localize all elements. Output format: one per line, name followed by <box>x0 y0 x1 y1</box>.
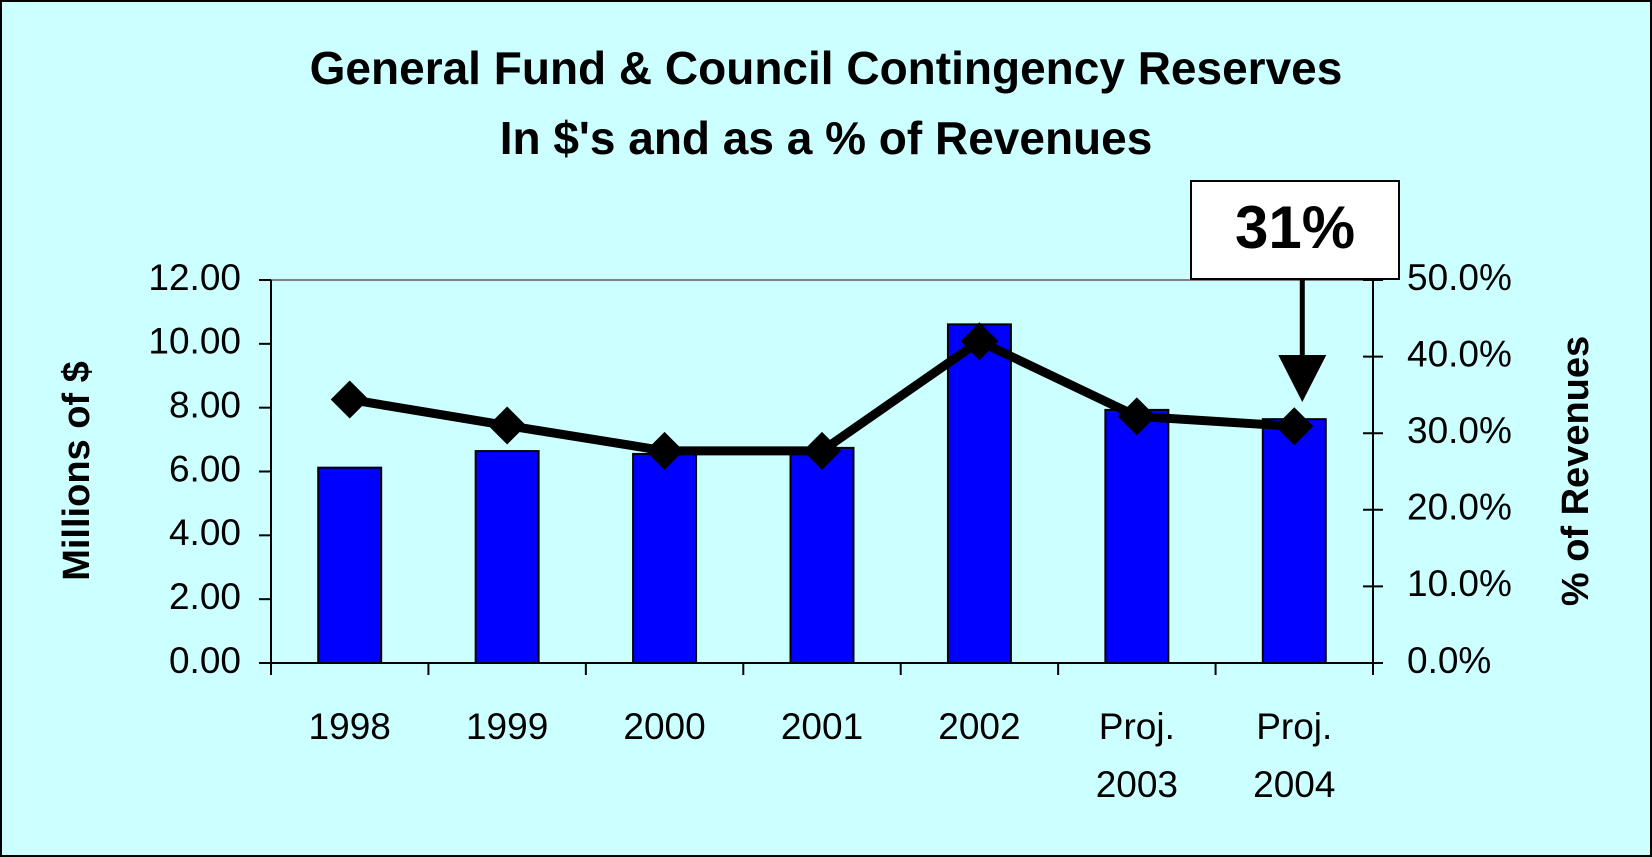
annotation: 31% <box>1235 194 1355 261</box>
bar <box>946 323 1012 664</box>
bar <box>1104 408 1170 665</box>
bar <box>317 466 383 665</box>
y2-tick-label: 20.0% <box>1407 487 1512 528</box>
marker <box>1117 397 1156 436</box>
annotation-box <box>1190 180 1400 280</box>
y2-axis-title: % of Revenues <box>1555 336 1597 606</box>
marker <box>330 380 369 419</box>
y-tick-label: 8.00 <box>169 384 241 425</box>
marker <box>960 322 999 361</box>
annotation-arrowhead <box>1278 355 1327 402</box>
x-tick-label: 2002 <box>938 706 1021 747</box>
y-tick-label: 10.00 <box>148 321 241 362</box>
marker <box>1275 407 1314 446</box>
chart-title: General Fund & Council Contingency Reser… <box>310 42 1343 94</box>
marker <box>645 431 684 470</box>
y2-tick-label: 10.0% <box>1407 563 1512 604</box>
bar <box>632 452 698 664</box>
x-tick-label: Proj. 2003 <box>1095 706 1178 805</box>
y2-tick-label: 0.0% <box>1407 640 1491 681</box>
y2-tick-label: 40.0% <box>1407 333 1512 374</box>
marker <box>488 406 527 445</box>
chart-subtitle: In $'s and as a % of Revenues <box>500 112 1153 164</box>
x-tick-label: 2001 <box>780 706 864 747</box>
y2-tick-label: 30.0% <box>1407 410 1512 451</box>
marker <box>803 431 841 470</box>
y2-tick-label: 50.0% <box>1407 257 1512 298</box>
y-tick-label: 0.00 <box>169 640 241 681</box>
x-tick-label: 1999 <box>465 706 549 747</box>
y-axis-title: Millions of $ <box>56 361 98 581</box>
bar <box>1261 418 1327 665</box>
x-tick-label: 2000 <box>623 706 706 747</box>
bar <box>789 446 855 664</box>
y-tick-label: 6.00 <box>169 448 241 489</box>
y-tick-label: 4.00 <box>169 512 241 553</box>
y-tick-label: 12.00 <box>148 257 241 298</box>
y-tick-label: 2.00 <box>169 576 241 617</box>
bar <box>474 450 540 664</box>
x-tick-label: Proj. 2004 <box>1253 706 1336 805</box>
x-tick-label: 1998 <box>308 706 391 747</box>
